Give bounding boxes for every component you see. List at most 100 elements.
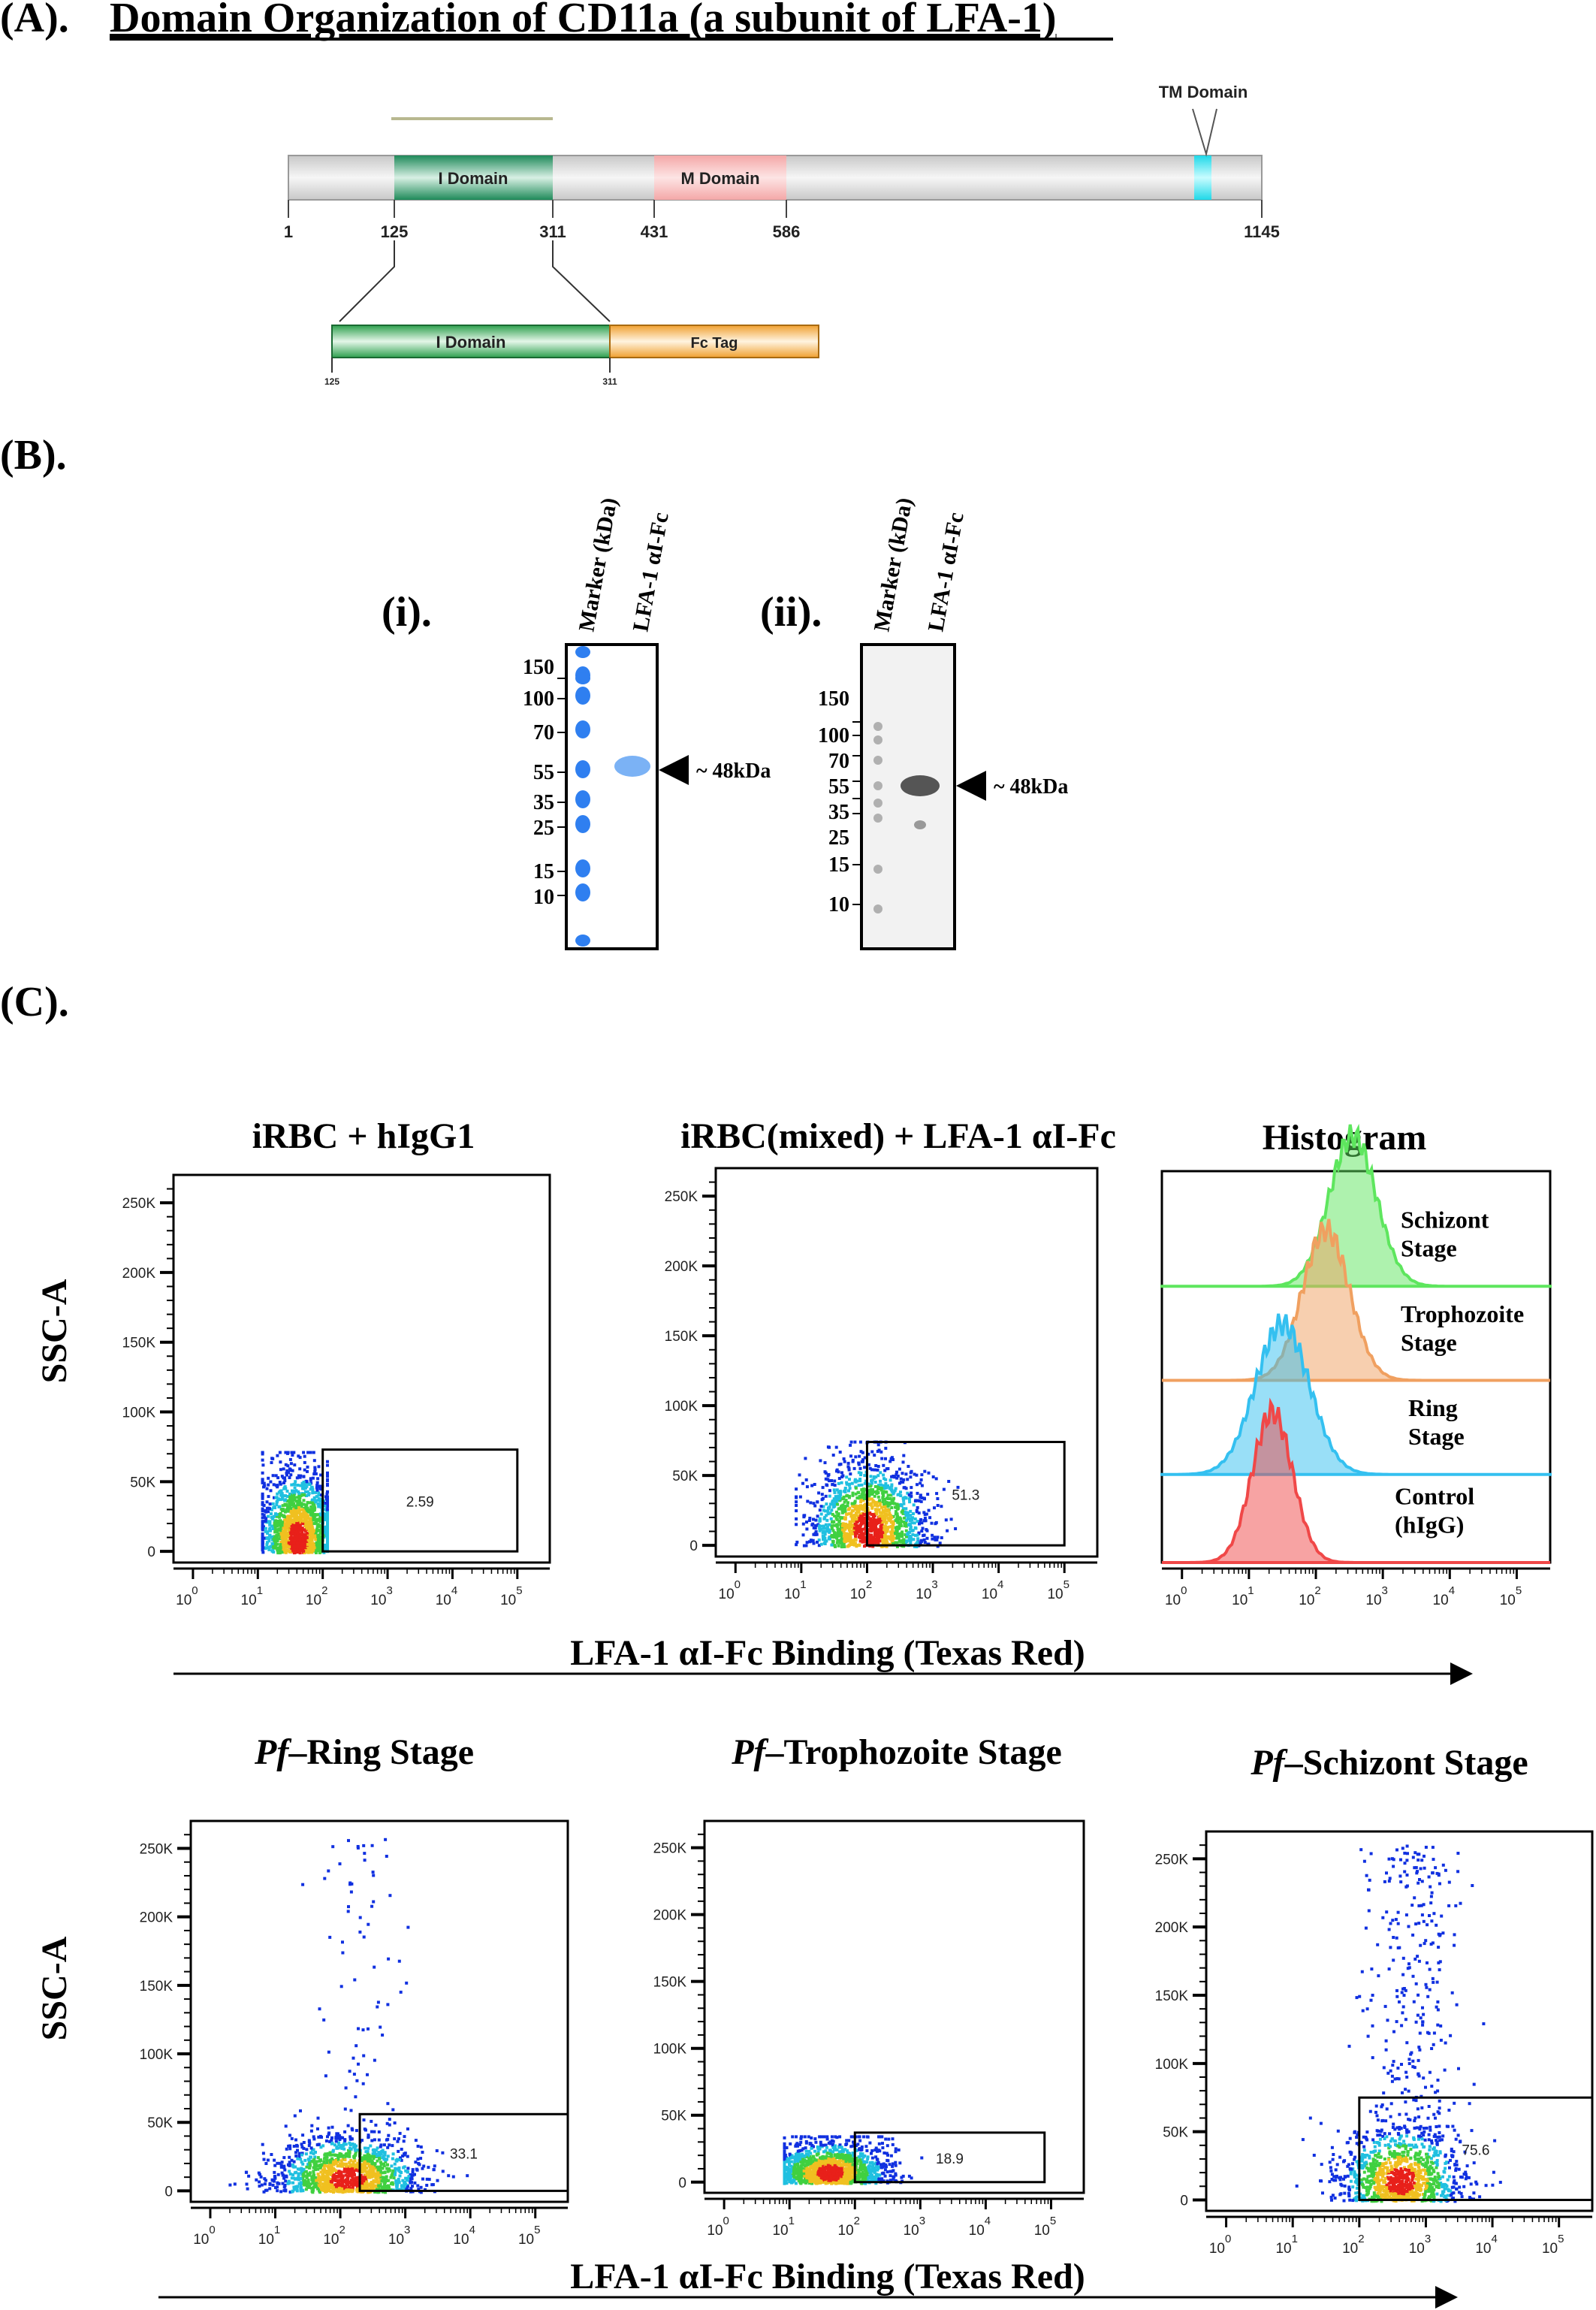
event-dot: [918, 1522, 921, 1526]
event-dot: [838, 1493, 842, 1497]
event-dot: [351, 2173, 354, 2176]
event-dot: [324, 2183, 327, 2187]
event-dot: [879, 1471, 882, 1475]
event-dot: [394, 2179, 398, 2183]
event-dot: [878, 1516, 882, 1520]
x-tick-label: 103: [370, 1584, 392, 1608]
event-dot: [892, 1542, 895, 1545]
event-dot: [362, 2161, 366, 2165]
event-dot: [409, 2177, 413, 2181]
event-dot: [832, 1497, 836, 1501]
event-dot: [391, 2157, 394, 2161]
event-dot: [355, 2079, 359, 2082]
event-dot: [288, 1502, 291, 1506]
event-dot: [352, 2073, 356, 2076]
event-dot: [261, 1471, 264, 1475]
event-dot: [302, 1502, 306, 1506]
event-dot: [326, 1502, 329, 1505]
y-tick-label: 50K: [130, 1475, 155, 1490]
event-dot: [390, 2174, 394, 2178]
event-dot: [853, 1538, 857, 1542]
event-dot: [849, 1454, 852, 1458]
event-dot: [899, 1477, 903, 1481]
event-dot: [870, 1450, 874, 1454]
event-dot: [808, 1540, 811, 1544]
event-dot: [283, 1535, 287, 1539]
event-dot: [386, 2003, 390, 2007]
event-dot: [271, 1536, 275, 1540]
event-dot: [849, 2135, 853, 2139]
y-axis-label-bottom: SSC-A: [35, 1936, 74, 2040]
event-dot: [910, 1486, 913, 1490]
event-dot: [361, 2177, 365, 2181]
event-dot: [261, 1534, 264, 1538]
event-dot: [267, 1483, 270, 1487]
event-dot: [371, 1871, 375, 1874]
event-dot: [291, 1469, 294, 1472]
event-dot: [276, 1551, 280, 1555]
event-dot: [848, 1487, 852, 1490]
tm-domain-block: [1194, 156, 1211, 200]
event-dot: [831, 1520, 835, 1523]
event-dot: [884, 1482, 888, 1485]
event-dot: [890, 1483, 894, 1487]
event-dot: [283, 1510, 287, 1514]
event-dot: [881, 1508, 885, 1512]
event-dot: [295, 1535, 299, 1538]
x-tick-exponent: 1: [1248, 1584, 1254, 1597]
event-dot: [326, 1474, 329, 1478]
event-dot: [299, 2181, 303, 2185]
event-dot: [940, 1536, 943, 1539]
position-label: 311: [539, 222, 566, 241]
event-dot: [328, 2139, 332, 2143]
event-dot: [342, 2185, 346, 2188]
event-dot: [351, 2145, 355, 2149]
event-dot: [376, 2005, 379, 2009]
event-dot: [297, 1492, 301, 1495]
event-dot: [795, 1500, 798, 1504]
event-dot: [367, 2155, 370, 2159]
event-dot: [935, 1492, 939, 1496]
event-dot: [285, 1495, 289, 1498]
event-dot: [295, 2143, 299, 2147]
x-tick-exponent: 2: [866, 1578, 872, 1591]
event-dot: [388, 2143, 391, 2147]
event-dot: [830, 2135, 834, 2139]
marker-band: [873, 904, 882, 913]
y-tick-label: 50K: [661, 2109, 686, 2124]
event-dot: [845, 1532, 848, 1536]
event-dot: [304, 1538, 308, 1542]
event-dot: [307, 1524, 311, 1528]
event-dot: [882, 1473, 885, 1477]
event-dot: [265, 1487, 269, 1490]
event-dot: [276, 1514, 279, 1518]
event-dot: [891, 1535, 895, 1539]
event-dot: [876, 1536, 879, 1540]
marker-label: 70: [828, 750, 849, 773]
event-dot: [837, 1497, 841, 1501]
event-dot: [299, 2189, 303, 2193]
event-dot: [306, 1531, 309, 1535]
event-dot: [878, 1499, 882, 1502]
event-dot: [406, 2127, 409, 2130]
gate-percent: 33.1: [450, 2146, 478, 2162]
event-dot: [312, 1502, 316, 1505]
event-dot: [873, 1530, 876, 1534]
event-dot: [850, 1502, 854, 1505]
event-dots: [783, 2135, 924, 2185]
event-dot: [859, 1450, 863, 1454]
event-dot: [833, 1484, 837, 1487]
event-dot: [311, 1476, 315, 1480]
event-dot: [824, 1494, 828, 1498]
event-dot: [356, 2185, 359, 2189]
event-dot: [324, 2170, 328, 2173]
event-dot: [885, 1496, 889, 1500]
event-dot: [292, 1524, 296, 1528]
event-dot: [297, 2151, 301, 2155]
event-dot: [920, 1521, 924, 1525]
event-dot: [318, 2179, 322, 2182]
event-dot: [895, 1541, 899, 1545]
event-dot: [858, 1529, 861, 1532]
event-dot: [302, 1451, 306, 1454]
event-dot: [297, 1515, 301, 1519]
